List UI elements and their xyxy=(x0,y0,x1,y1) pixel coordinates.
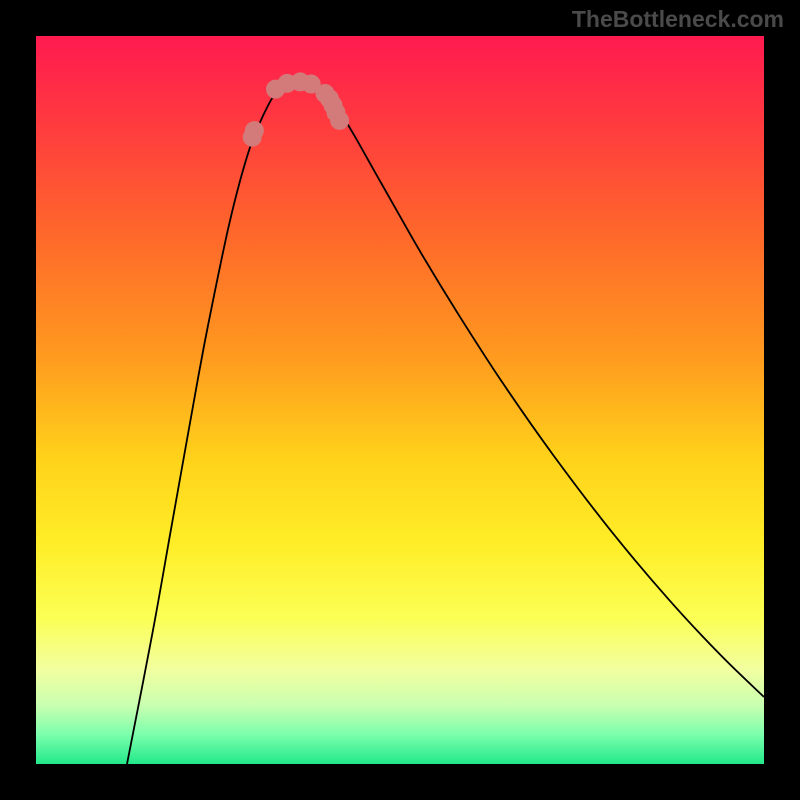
curve-marker xyxy=(245,122,263,140)
curve-marker xyxy=(331,111,349,129)
bottleneck-curve xyxy=(127,81,764,764)
watermark-text: TheBottleneck.com xyxy=(572,6,784,33)
bottleneck-curve-svg xyxy=(36,36,764,764)
plot-area xyxy=(36,36,764,764)
chart-frame: TheBottleneck.com xyxy=(0,0,800,800)
